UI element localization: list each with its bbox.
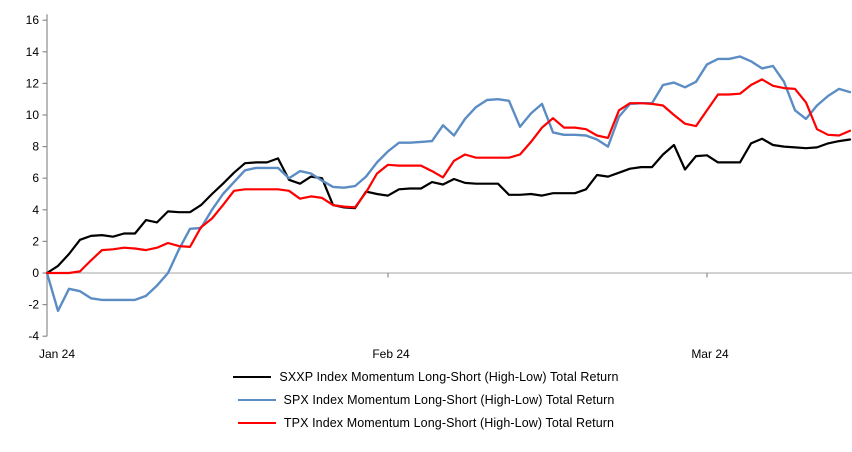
y-tick-label: 6 (32, 171, 39, 185)
legend-label-tpx: TPX Index Momentum Long-Short (High-Low)… (283, 415, 615, 430)
series-line-sxxp (45, 137, 852, 275)
legend-label-sxxp: SXXP Index Momentum Long-Short (High-Low… (279, 369, 619, 384)
sxxp-line-swatch (233, 375, 272, 378)
y-tick-label: -4 (28, 329, 39, 343)
legend-item-tpx: TPX Index Momentum Long-Short (High-Low)… (237, 415, 615, 430)
legend-label-spx: SPX Index Momentum Long-Short (High-Low)… (283, 392, 615, 407)
y-tick-label: 10 (26, 108, 40, 122)
x-tick-label: Feb 24 (372, 347, 410, 361)
series-line-tpx (45, 78, 852, 275)
y-tick-label: 14 (26, 45, 40, 59)
y-tick-label: 12 (26, 76, 40, 90)
legend-item-sxxp: SXXP Index Momentum Long-Short (High-Low… (233, 369, 618, 384)
tpx-line-swatch (237, 421, 276, 424)
x-tick-label: Mar 24 (691, 347, 729, 361)
x-tick-label: Jan 24 (39, 347, 75, 361)
chart-legend: SXXP Index Momentum Long-Short (High-Low… (0, 369, 852, 430)
y-tick-label: 0 (32, 266, 39, 280)
spx-line-swatch (237, 398, 276, 401)
y-tick-label: 4 (32, 203, 39, 217)
y-tick-label: -2 (28, 298, 39, 312)
y-tick-label: 2 (32, 234, 39, 248)
y-tick-label: 8 (32, 140, 39, 154)
y-tick-label: 16 (26, 13, 40, 27)
legend-item-spx: SPX Index Momentum Long-Short (High-Low)… (237, 392, 615, 407)
